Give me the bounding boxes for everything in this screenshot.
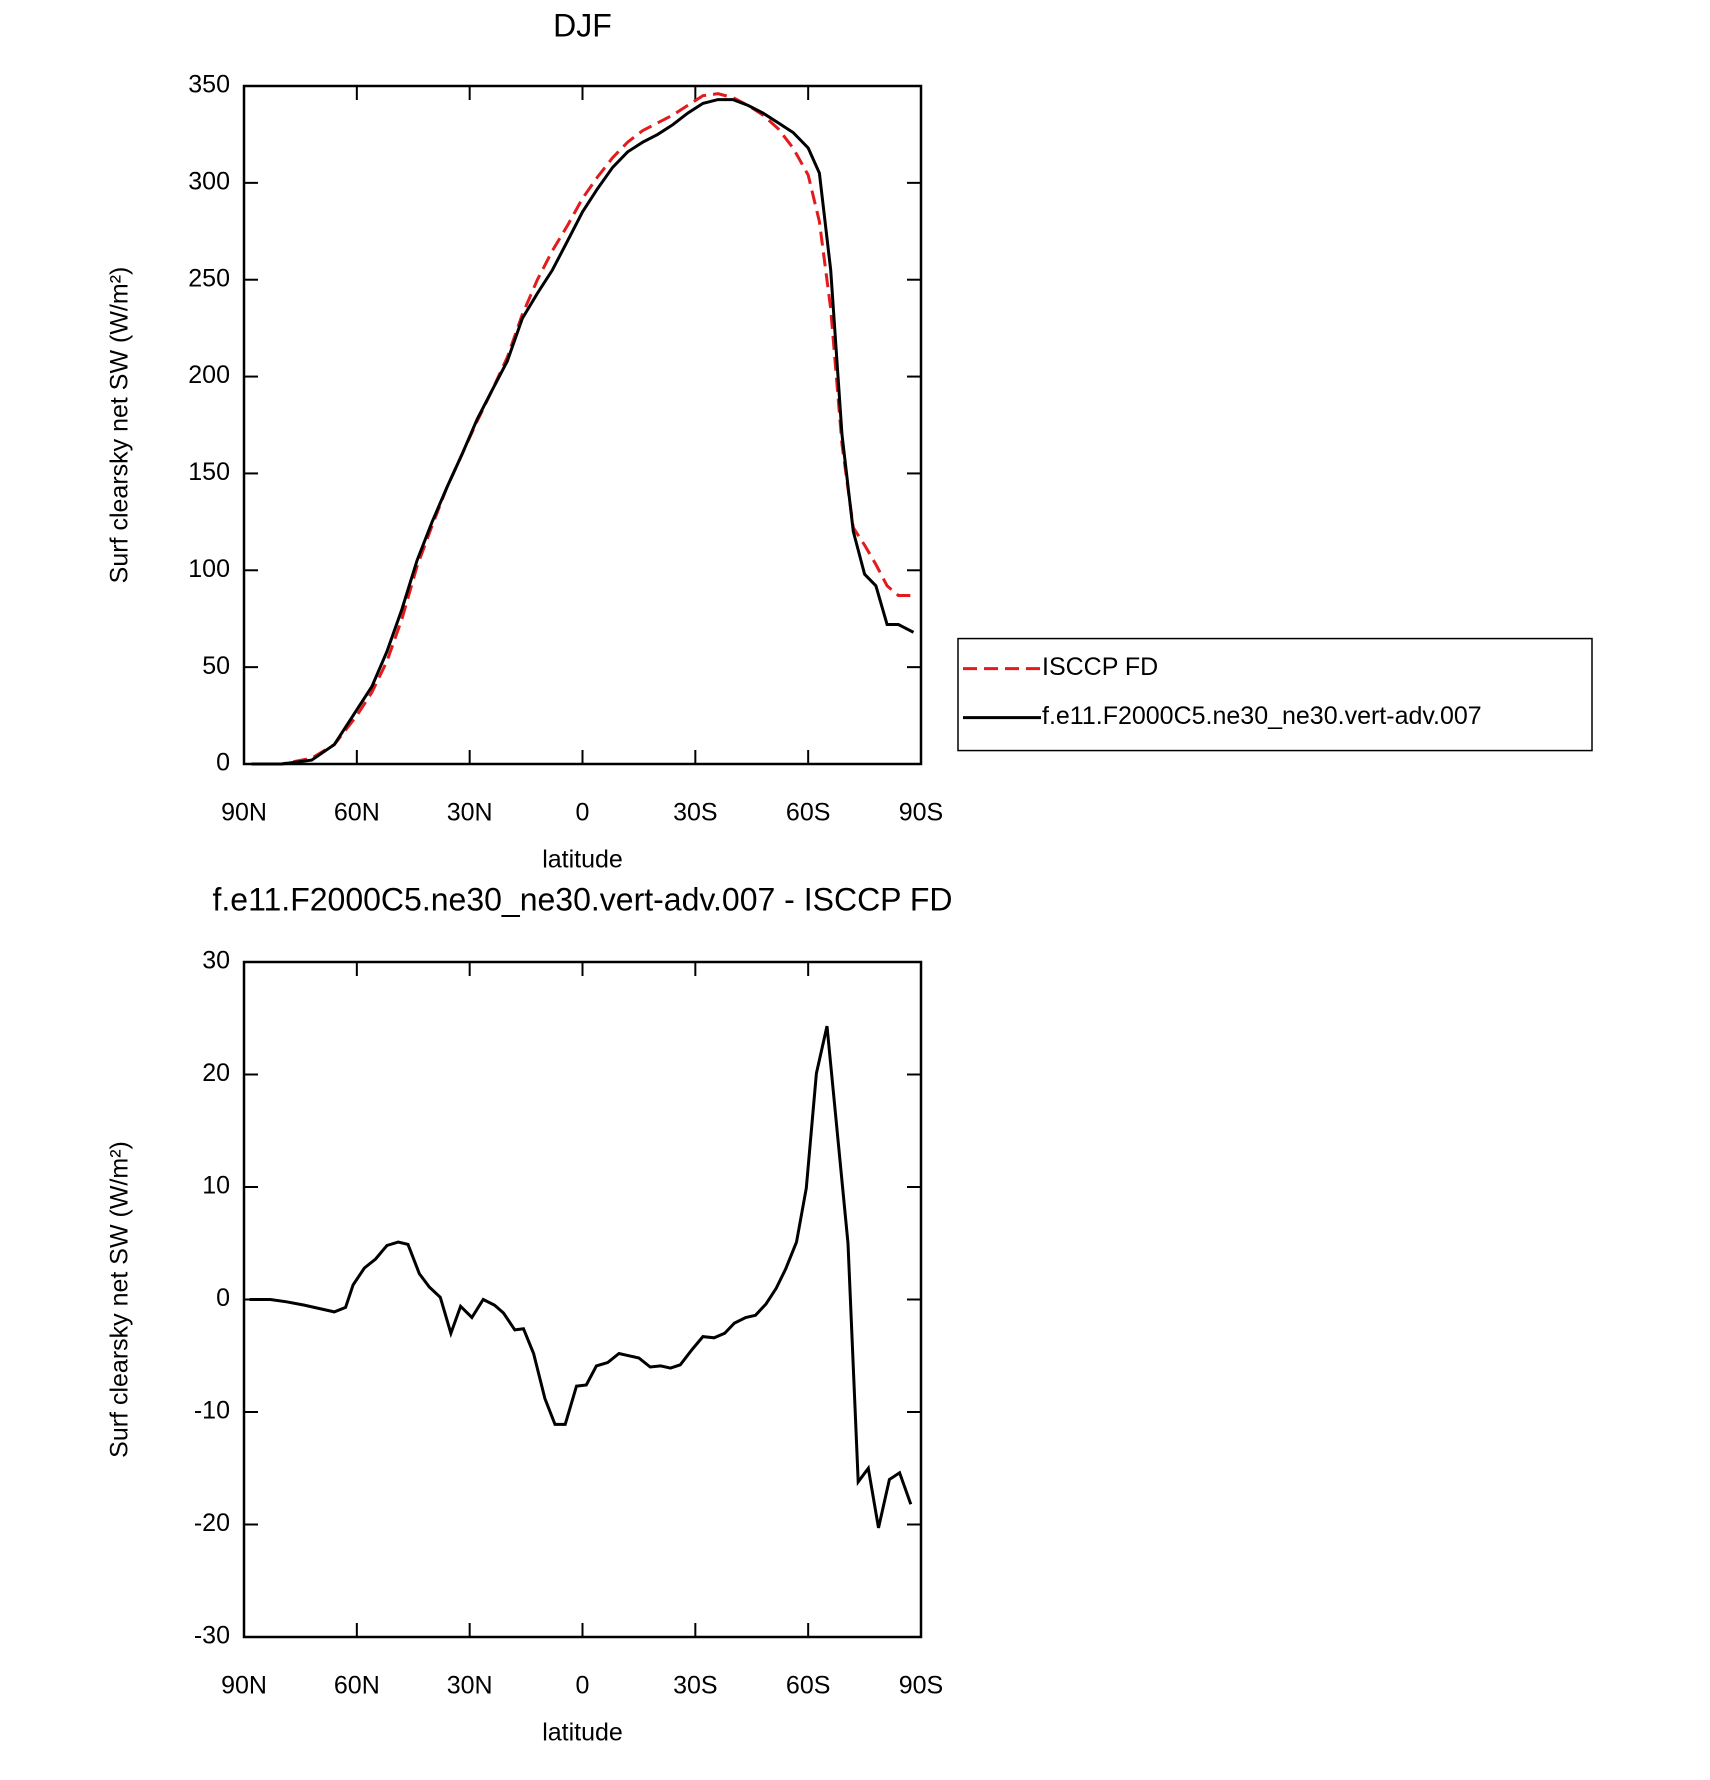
x-axis-label: latitude [542,846,623,874]
x-tick-label: 60N [334,1672,380,1700]
x-tick-label: 90S [899,799,943,827]
y-tick-label: 10 [202,1172,230,1200]
x-tick-label: 0 [576,1672,590,1700]
legend-label: f.e11.F2000C5.ne30_ne30.vert-adv.007 [1042,702,1482,730]
y-tick-label: 300 [188,167,230,195]
y-tick-label: -30 [194,1622,230,1650]
x-tick-label: 90N [221,1672,267,1700]
x-tick-label: 0 [576,799,590,827]
y-tick-label: 30 [202,947,230,975]
x-tick-label: 30N [447,1672,493,1700]
y-tick-label: 100 [188,555,230,583]
legend-label: ISCCP FD [1042,653,1158,681]
y-tick-label: -20 [194,1509,230,1537]
x-tick-label: 90S [899,1672,943,1700]
y-tick-label: 0 [216,1284,230,1312]
x-tick-label: 90N [221,799,267,827]
y-tick-label: 20 [202,1059,230,1087]
y-tick-label: 150 [188,458,230,486]
chart-title: DJF [553,7,612,43]
x-tick-label: 30S [673,799,717,827]
series-line [249,1025,913,1529]
series-line [251,92,914,766]
chart-title: f.e11.F2000C5.ne30_ne30.vert-adv.007 - I… [213,881,953,917]
y-tick-label: 250 [188,264,230,292]
x-axis-label: latitude [542,1719,623,1747]
x-tick-label: 30S [673,1672,717,1700]
y-tick-label: -10 [194,1397,230,1425]
series-line [251,98,915,766]
x-tick-label: 60N [334,799,380,827]
x-tick-label: 60S [786,799,830,827]
plot-frame [242,960,923,1639]
y-tick-label: 200 [188,361,230,389]
y-tick-label: 0 [216,749,230,777]
y-axis-label: Surf clearsky net SW (W/m²) [106,267,134,584]
plot-frame [242,84,923,766]
y-axis-label: Surf clearsky net SW (W/m²) [106,1141,134,1458]
y-tick-label: 350 [188,71,230,99]
x-tick-label: 30N [447,799,493,827]
legend-box [957,637,1593,752]
y-tick-label: 50 [202,652,230,680]
x-tick-label: 60S [786,1672,830,1700]
